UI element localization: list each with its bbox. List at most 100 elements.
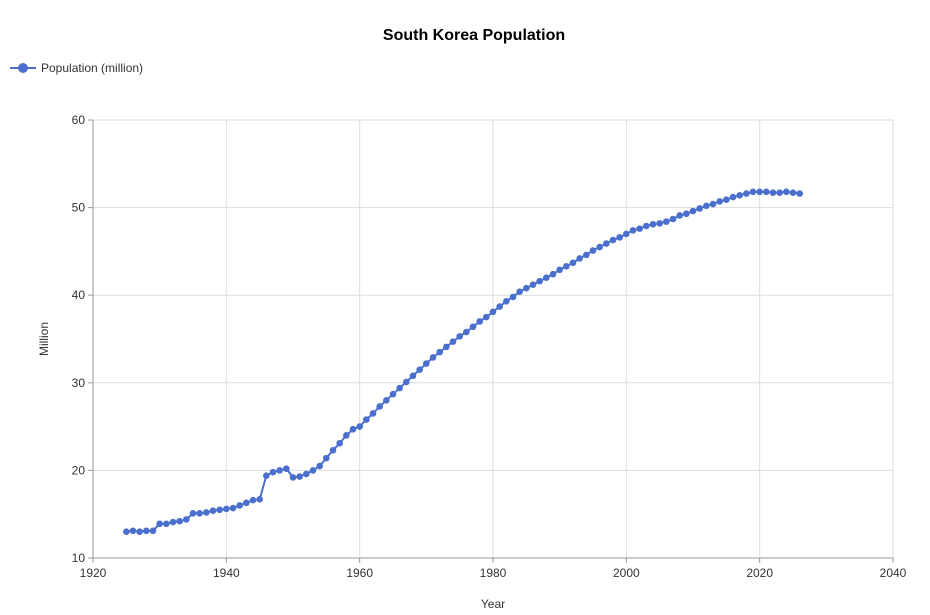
data-point[interactable] bbox=[183, 516, 190, 523]
data-point[interactable] bbox=[616, 234, 623, 241]
data-point[interactable] bbox=[756, 188, 763, 196]
data-point[interactable] bbox=[276, 467, 283, 474]
data-point[interactable] bbox=[609, 236, 617, 244]
data-point[interactable] bbox=[656, 220, 663, 227]
data-point[interactable] bbox=[703, 202, 710, 210]
data-point[interactable] bbox=[409, 372, 417, 380]
data-point[interactable] bbox=[209, 507, 217, 514]
data-point[interactable] bbox=[549, 270, 557, 278]
data-point[interactable] bbox=[509, 293, 517, 301]
data-point[interactable] bbox=[709, 200, 717, 208]
data-point[interactable] bbox=[663, 218, 670, 225]
data-point[interactable] bbox=[583, 251, 590, 259]
data-point[interactable] bbox=[589, 247, 597, 254]
data-point[interactable] bbox=[196, 510, 203, 517]
data-point[interactable] bbox=[536, 277, 543, 285]
data-point[interactable] bbox=[203, 509, 210, 516]
data-point[interactable] bbox=[669, 215, 677, 223]
data-point[interactable] bbox=[343, 432, 350, 439]
data-point[interactable] bbox=[169, 518, 177, 526]
data-point[interactable] bbox=[596, 243, 603, 251]
data-point[interactable] bbox=[456, 333, 463, 340]
data-point[interactable] bbox=[603, 240, 610, 247]
data-point[interactable] bbox=[696, 205, 703, 212]
data-point[interactable] bbox=[369, 410, 377, 417]
data-point[interactable] bbox=[256, 496, 263, 503]
data-point[interactable] bbox=[156, 520, 163, 528]
data-point[interactable] bbox=[689, 207, 697, 215]
data-point[interactable] bbox=[356, 423, 363, 430]
data-point[interactable] bbox=[316, 462, 323, 470]
data-point[interactable] bbox=[236, 502, 243, 509]
data-point[interactable] bbox=[676, 212, 683, 219]
data-point[interactable] bbox=[563, 262, 570, 270]
data-point[interactable] bbox=[463, 328, 470, 336]
data-point[interactable] bbox=[336, 439, 343, 447]
data-point[interactable] bbox=[363, 416, 370, 423]
data-point[interactable] bbox=[229, 504, 237, 512]
data-point[interactable] bbox=[143, 527, 150, 535]
data-point[interactable] bbox=[749, 188, 757, 196]
data-point[interactable] bbox=[516, 288, 523, 296]
data-point[interactable] bbox=[349, 425, 357, 433]
data-point[interactable] bbox=[449, 338, 457, 345]
data-point[interactable] bbox=[423, 360, 430, 367]
data-point[interactable] bbox=[683, 210, 690, 218]
data-point[interactable] bbox=[249, 496, 257, 504]
data-point[interactable] bbox=[416, 366, 423, 373]
data-point[interactable] bbox=[223, 505, 230, 513]
data-point[interactable] bbox=[296, 473, 303, 480]
data-point[interactable] bbox=[729, 193, 737, 201]
legend[interactable]: Population (million) bbox=[10, 61, 143, 75]
data-point[interactable] bbox=[496, 303, 503, 310]
data-point[interactable] bbox=[789, 189, 797, 197]
data-point[interactable] bbox=[263, 472, 270, 479]
data-point[interactable] bbox=[283, 465, 290, 472]
data-point[interactable] bbox=[136, 528, 143, 536]
data-point[interactable] bbox=[529, 281, 537, 288]
data-point[interactable] bbox=[743, 190, 750, 197]
data-point[interactable] bbox=[149, 527, 157, 535]
data-point[interactable] bbox=[289, 474, 297, 481]
data-point[interactable] bbox=[476, 318, 483, 325]
data-point[interactable] bbox=[503, 298, 510, 305]
data-point[interactable] bbox=[763, 188, 770, 196]
data-point[interactable] bbox=[629, 227, 637, 234]
data-point[interactable] bbox=[396, 384, 403, 392]
data-point[interactable] bbox=[429, 354, 437, 361]
data-point[interactable] bbox=[303, 470, 310, 478]
data-point[interactable] bbox=[189, 510, 197, 517]
data-point[interactable] bbox=[163, 520, 170, 528]
data-point[interactable] bbox=[469, 323, 477, 331]
data-point[interactable] bbox=[636, 225, 643, 232]
data-point[interactable] bbox=[436, 348, 443, 356]
data-point[interactable] bbox=[389, 390, 397, 398]
data-point[interactable] bbox=[176, 517, 183, 525]
data-point[interactable] bbox=[783, 188, 790, 196]
data-point[interactable] bbox=[383, 397, 390, 404]
data-point[interactable] bbox=[736, 192, 743, 199]
data-point[interactable] bbox=[776, 189, 783, 197]
data-point[interactable] bbox=[216, 506, 223, 514]
data-point[interactable] bbox=[543, 274, 550, 281]
data-point[interactable] bbox=[376, 403, 383, 410]
data-point[interactable] bbox=[443, 343, 450, 351]
data-point[interactable] bbox=[796, 190, 803, 197]
data-point[interactable] bbox=[523, 284, 530, 292]
data-point[interactable] bbox=[323, 454, 330, 462]
data-point[interactable] bbox=[243, 499, 250, 507]
data-point[interactable] bbox=[309, 467, 317, 474]
data-point[interactable] bbox=[129, 527, 137, 535]
data-point[interactable] bbox=[649, 220, 657, 228]
data-point[interactable] bbox=[483, 313, 490, 321]
data-point[interactable] bbox=[569, 259, 577, 267]
data-point[interactable] bbox=[123, 528, 130, 536]
data-point[interactable] bbox=[716, 198, 723, 205]
data-point[interactable] bbox=[723, 196, 730, 204]
data-point[interactable] bbox=[329, 446, 337, 454]
data-point[interactable] bbox=[769, 189, 777, 197]
data-point[interactable] bbox=[403, 378, 410, 386]
data-point[interactable] bbox=[623, 230, 630, 238]
data-point[interactable] bbox=[556, 266, 563, 274]
data-point[interactable] bbox=[576, 255, 583, 262]
